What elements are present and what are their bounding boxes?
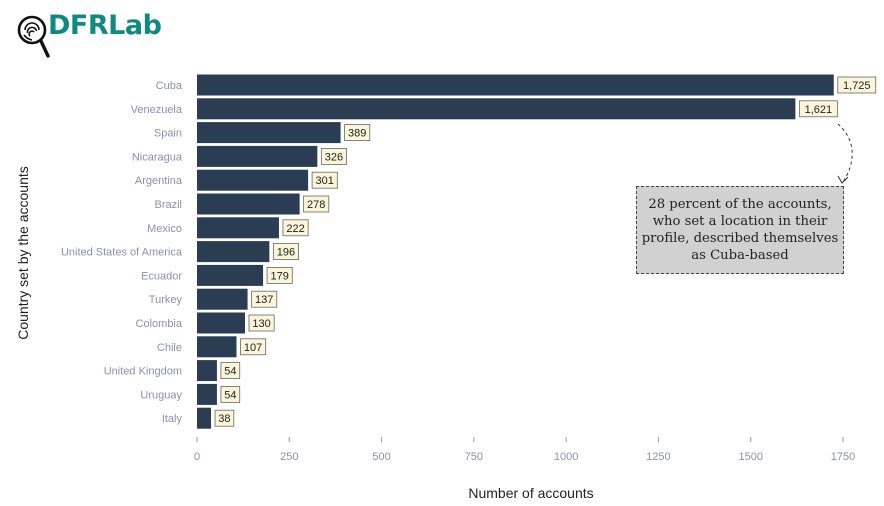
data-label-box <box>240 338 267 356</box>
annotation-arrowhead <box>837 175 849 184</box>
bar <box>197 288 248 310</box>
data-label-box <box>220 362 241 380</box>
category-label: United Kingdom <box>104 366 182 378</box>
data-label-box <box>344 124 371 141</box>
bar <box>197 360 217 382</box>
x-tick-label: 1000 <box>554 451 578 463</box>
data-label: 1,725 <box>843 80 871 92</box>
x-tick-label: 1500 <box>738 451 762 463</box>
category-label: United States of America <box>61 247 183 259</box>
bar <box>197 312 245 334</box>
category-label: Ecuador <box>141 270 182 282</box>
category-label: Chile <box>157 342 182 354</box>
data-label-box <box>272 243 299 261</box>
bar <box>197 383 217 405</box>
data-label: 38 <box>218 413 230 425</box>
bar <box>197 122 341 144</box>
data-label: 389 <box>348 128 366 140</box>
data-label-box <box>266 266 293 284</box>
bar <box>197 407 212 429</box>
x-ticks-layer: 0 250 500 750 1000 1250 1500 1750 <box>194 437 855 463</box>
data-label-box <box>303 195 330 213</box>
data-label: 54 <box>224 389 236 401</box>
data-label: 278 <box>307 199 325 211</box>
dfrlab-logo <box>17 15 50 58</box>
category-label: Mexico <box>147 223 182 235</box>
category-label: Brazil <box>154 199 182 211</box>
category-label: Argentina <box>135 175 183 187</box>
data-label-box <box>214 409 235 427</box>
bar <box>197 264 264 286</box>
data-label: 301 <box>316 175 334 187</box>
bar <box>197 336 237 358</box>
category-label: Uruguay <box>140 389 182 401</box>
x-axis-title: Number of accounts <box>468 485 593 501</box>
data-label-box <box>311 171 338 189</box>
category-label: Cuba <box>156 80 183 92</box>
bar <box>197 193 300 215</box>
bar <box>197 169 309 191</box>
data-label: 130 <box>252 318 270 330</box>
data-label: 222 <box>286 223 304 235</box>
data-label: 196 <box>277 247 295 259</box>
fingerprint-magnifier-icon <box>17 15 50 58</box>
category-label: Venezuela <box>131 104 183 116</box>
data-label-box <box>320 147 347 165</box>
x-tick-label: 1750 <box>831 451 855 463</box>
category-label: Italy <box>162 413 183 425</box>
category-label: Colombia <box>136 318 183 330</box>
x-tick-label: 750 <box>465 451 483 463</box>
x-tick-label: 0 <box>194 451 200 463</box>
bar <box>197 74 834 96</box>
data-label: 326 <box>325 151 343 163</box>
bar <box>197 98 796 120</box>
brand-name: DFRLab <box>48 10 162 41</box>
category-labels-layer: Cuba Venezuela Spain Nicaragua Argentina Braz… <box>61 80 183 425</box>
bar <box>197 241 270 263</box>
data-label-box <box>251 290 278 308</box>
category-label: Spain <box>154 128 182 140</box>
data-label-box <box>220 385 241 403</box>
x-tick-label: 1250 <box>646 451 670 463</box>
annotation-arrow <box>837 123 853 183</box>
x-tick-label: 250 <box>280 451 298 463</box>
data-label: 179 <box>270 270 288 282</box>
bar <box>197 145 318 167</box>
data-label-box <box>837 76 877 94</box>
data-label: 137 <box>255 294 273 306</box>
bars-layer <box>197 74 834 429</box>
data-label: 1,621 <box>805 104 833 116</box>
y-axis-title: Country set by the accounts <box>15 166 31 340</box>
annotation-box: 28 percent of the accounts, who set a lo… <box>636 186 844 274</box>
data-label-box <box>798 100 838 118</box>
data-label: 54 <box>224 366 236 378</box>
category-label: Turkey <box>149 294 183 306</box>
bar <box>197 217 279 239</box>
category-label: Nicaragua <box>132 151 183 163</box>
data-label-box <box>282 219 309 237</box>
data-label-box <box>248 314 275 332</box>
data-label: 107 <box>244 342 262 354</box>
x-tick-label: 500 <box>372 451 390 463</box>
